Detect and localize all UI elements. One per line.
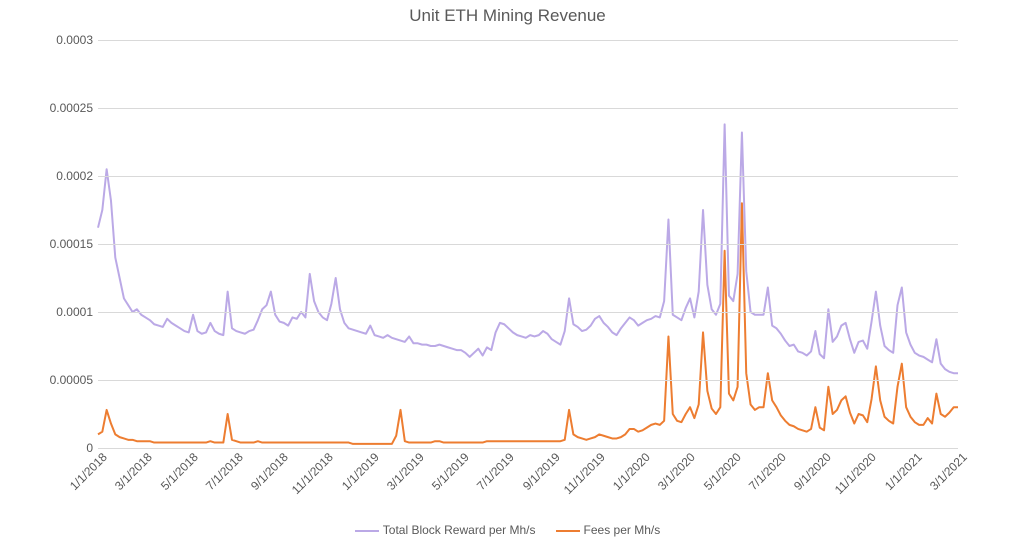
chart-title: Unit ETH Mining Revenue <box>0 6 1015 26</box>
x-tick-label: 9/1/2018 <box>239 450 291 502</box>
x-tick-label: 1/1/2019 <box>329 450 381 502</box>
y-tick-label: 0.0003 <box>3 33 93 47</box>
y-tick-label: 0.00015 <box>3 237 93 251</box>
plot-area <box>98 40 958 449</box>
legend-swatch <box>355 530 379 532</box>
x-tick-label: 5/1/2020 <box>691 450 743 502</box>
legend: Total Block Reward per Mh/s Fees per Mh/s <box>0 523 1015 537</box>
x-tick-label: 3/1/2018 <box>103 450 155 502</box>
y-tick-label: 0 <box>3 441 93 455</box>
gridline <box>98 108 958 109</box>
y-tick-label: 0.0001 <box>3 305 93 319</box>
gridline <box>98 176 958 177</box>
legend-item: Fees per Mh/s <box>556 523 661 537</box>
series-line <box>98 203 958 444</box>
x-tick-label: 9/1/2019 <box>510 450 562 502</box>
x-tick-label: 3/1/2019 <box>374 450 426 502</box>
gridline <box>98 380 958 381</box>
legend-swatch <box>556 530 580 532</box>
y-tick-label: 0.0002 <box>3 169 93 183</box>
x-tick-label: 11/1/2020 <box>827 450 879 502</box>
legend-item: Total Block Reward per Mh/s <box>355 523 536 537</box>
x-tick-label: 3/1/2020 <box>646 450 698 502</box>
x-tick-label: 7/1/2020 <box>737 450 789 502</box>
x-tick-label: 1/1/2021 <box>872 450 924 502</box>
x-tick-label: 5/1/2018 <box>148 450 200 502</box>
gridline <box>98 244 958 245</box>
x-tick-label: 9/1/2020 <box>782 450 834 502</box>
y-tick-label: 0.00005 <box>3 373 93 387</box>
x-tick-label: 7/1/2018 <box>193 450 245 502</box>
x-tick-label: 7/1/2019 <box>465 450 517 502</box>
chart-container: Unit ETH Mining Revenue Total Block Rewa… <box>0 0 1015 543</box>
x-tick-label: 1/1/2018 <box>58 450 110 502</box>
y-tick-label: 0.00025 <box>3 101 93 115</box>
gridline <box>98 312 958 313</box>
series-line <box>98 124 958 373</box>
x-tick-label: 5/1/2019 <box>420 450 472 502</box>
x-tick-label: 11/1/2019 <box>555 450 607 502</box>
legend-label: Fees per Mh/s <box>584 523 661 537</box>
x-tick-label: 11/1/2018 <box>284 450 336 502</box>
gridline <box>98 40 958 41</box>
legend-label: Total Block Reward per Mh/s <box>383 523 536 537</box>
x-tick-label: 3/1/2021 <box>918 450 970 502</box>
x-tick-label: 1/1/2020 <box>601 450 653 502</box>
